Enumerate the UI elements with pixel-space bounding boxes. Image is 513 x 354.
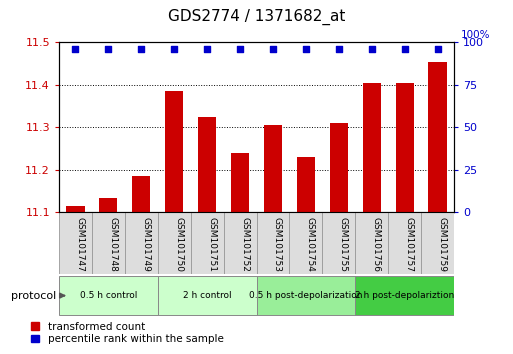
Point bbox=[368, 46, 376, 52]
Text: 2 h control: 2 h control bbox=[183, 291, 231, 300]
Bar bbox=[198, 117, 216, 212]
Text: GSM101753: GSM101753 bbox=[273, 217, 282, 272]
Point bbox=[401, 46, 409, 52]
FancyBboxPatch shape bbox=[256, 212, 289, 274]
FancyBboxPatch shape bbox=[224, 212, 256, 274]
Bar bbox=[428, 62, 447, 212]
Text: GSM101751: GSM101751 bbox=[207, 217, 216, 272]
Point bbox=[104, 46, 112, 52]
Bar bbox=[396, 83, 413, 212]
Bar bbox=[165, 91, 183, 212]
Point bbox=[433, 46, 442, 52]
Bar bbox=[264, 125, 282, 212]
Legend: transformed count, percentile rank within the sample: transformed count, percentile rank withi… bbox=[31, 322, 223, 344]
Point bbox=[203, 46, 211, 52]
Text: 0.5 h control: 0.5 h control bbox=[80, 291, 137, 300]
FancyBboxPatch shape bbox=[92, 212, 125, 274]
FancyBboxPatch shape bbox=[158, 276, 256, 315]
Point bbox=[334, 46, 343, 52]
Point bbox=[170, 46, 179, 52]
Text: GSM101748: GSM101748 bbox=[108, 217, 117, 272]
Bar bbox=[363, 83, 381, 212]
Point bbox=[236, 46, 244, 52]
Text: GSM101757: GSM101757 bbox=[405, 217, 413, 272]
FancyBboxPatch shape bbox=[322, 212, 355, 274]
Text: GSM101749: GSM101749 bbox=[141, 217, 150, 272]
Bar bbox=[297, 157, 315, 212]
Bar bbox=[132, 176, 150, 212]
Text: GSM101756: GSM101756 bbox=[372, 217, 381, 272]
FancyBboxPatch shape bbox=[289, 212, 322, 274]
Point bbox=[137, 46, 145, 52]
Text: protocol: protocol bbox=[11, 291, 56, 301]
Text: GSM101752: GSM101752 bbox=[240, 217, 249, 272]
Point bbox=[71, 46, 80, 52]
FancyBboxPatch shape bbox=[355, 212, 388, 274]
FancyBboxPatch shape bbox=[125, 212, 158, 274]
FancyBboxPatch shape bbox=[191, 212, 224, 274]
FancyBboxPatch shape bbox=[421, 212, 454, 274]
FancyBboxPatch shape bbox=[59, 276, 158, 315]
FancyBboxPatch shape bbox=[355, 276, 454, 315]
Text: GSM101759: GSM101759 bbox=[438, 217, 446, 272]
FancyBboxPatch shape bbox=[256, 276, 355, 315]
Text: GSM101754: GSM101754 bbox=[306, 217, 315, 272]
Text: 0.5 h post-depolarization: 0.5 h post-depolarization bbox=[249, 291, 363, 300]
Text: 100%: 100% bbox=[461, 30, 490, 40]
Bar bbox=[66, 206, 85, 212]
Text: 2 h post-depolariztion: 2 h post-depolariztion bbox=[355, 291, 454, 300]
Text: GDS2774 / 1371682_at: GDS2774 / 1371682_at bbox=[168, 8, 345, 25]
FancyBboxPatch shape bbox=[158, 212, 191, 274]
Text: GSM101750: GSM101750 bbox=[174, 217, 183, 272]
Point bbox=[269, 46, 277, 52]
FancyBboxPatch shape bbox=[59, 212, 92, 274]
FancyBboxPatch shape bbox=[388, 212, 421, 274]
Text: GSM101755: GSM101755 bbox=[339, 217, 348, 272]
Bar bbox=[231, 153, 249, 212]
Text: GSM101747: GSM101747 bbox=[75, 217, 85, 272]
Point bbox=[302, 46, 310, 52]
Bar bbox=[330, 123, 348, 212]
Bar bbox=[100, 198, 117, 212]
